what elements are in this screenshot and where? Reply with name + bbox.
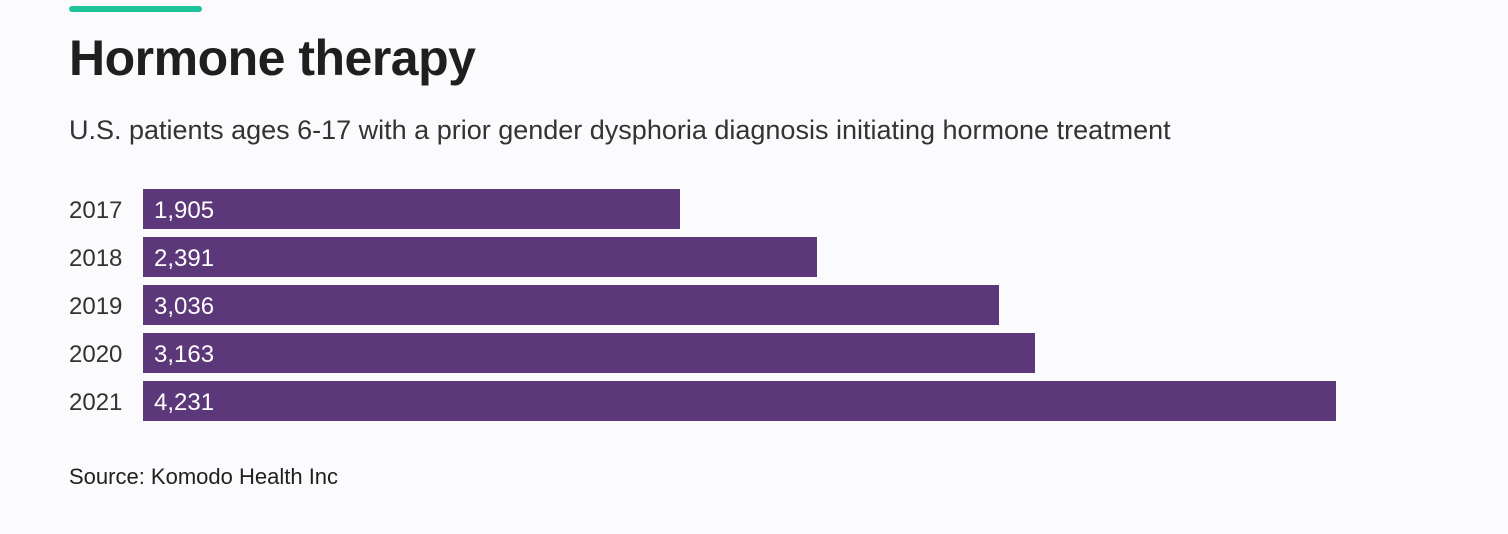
bar-row: 2021 4,231 — [69, 381, 1336, 421]
bar-value-label: 3,163 — [154, 341, 214, 368]
bar — [143, 237, 817, 277]
bar — [143, 189, 680, 229]
accent-bar — [69, 6, 202, 12]
bar — [143, 285, 999, 325]
bar-value-label: 2,391 — [154, 245, 214, 272]
chart-title: Hormone therapy — [69, 30, 476, 86]
bar — [143, 381, 1336, 421]
category-label: 2017 — [69, 197, 122, 224]
category-label: 2021 — [69, 389, 122, 416]
bar-value-label: 1,905 — [154, 197, 214, 224]
chart-subtitle: U.S. patients ages 6-17 with a prior gen… — [69, 115, 1171, 145]
bar-row: 2017 1,905 — [69, 189, 680, 229]
source-note: Source: Komodo Health Inc — [69, 464, 339, 489]
category-label: 2018 — [69, 245, 122, 272]
category-label: 2019 — [69, 293, 122, 320]
bar-row: 2018 2,391 — [69, 237, 817, 277]
bar-chart: 2017 1,905 2018 2,391 2019 3,036 2020 3,163 2021… — [69, 189, 1336, 421]
bar — [143, 333, 1035, 373]
bar-value-label: 4,231 — [154, 389, 214, 416]
bar-value-label: 3,036 — [154, 293, 214, 320]
category-label: 2020 — [69, 341, 122, 368]
bar-row: 2020 3,163 — [69, 333, 1035, 373]
bar-row: 2019 3,036 — [69, 285, 999, 325]
